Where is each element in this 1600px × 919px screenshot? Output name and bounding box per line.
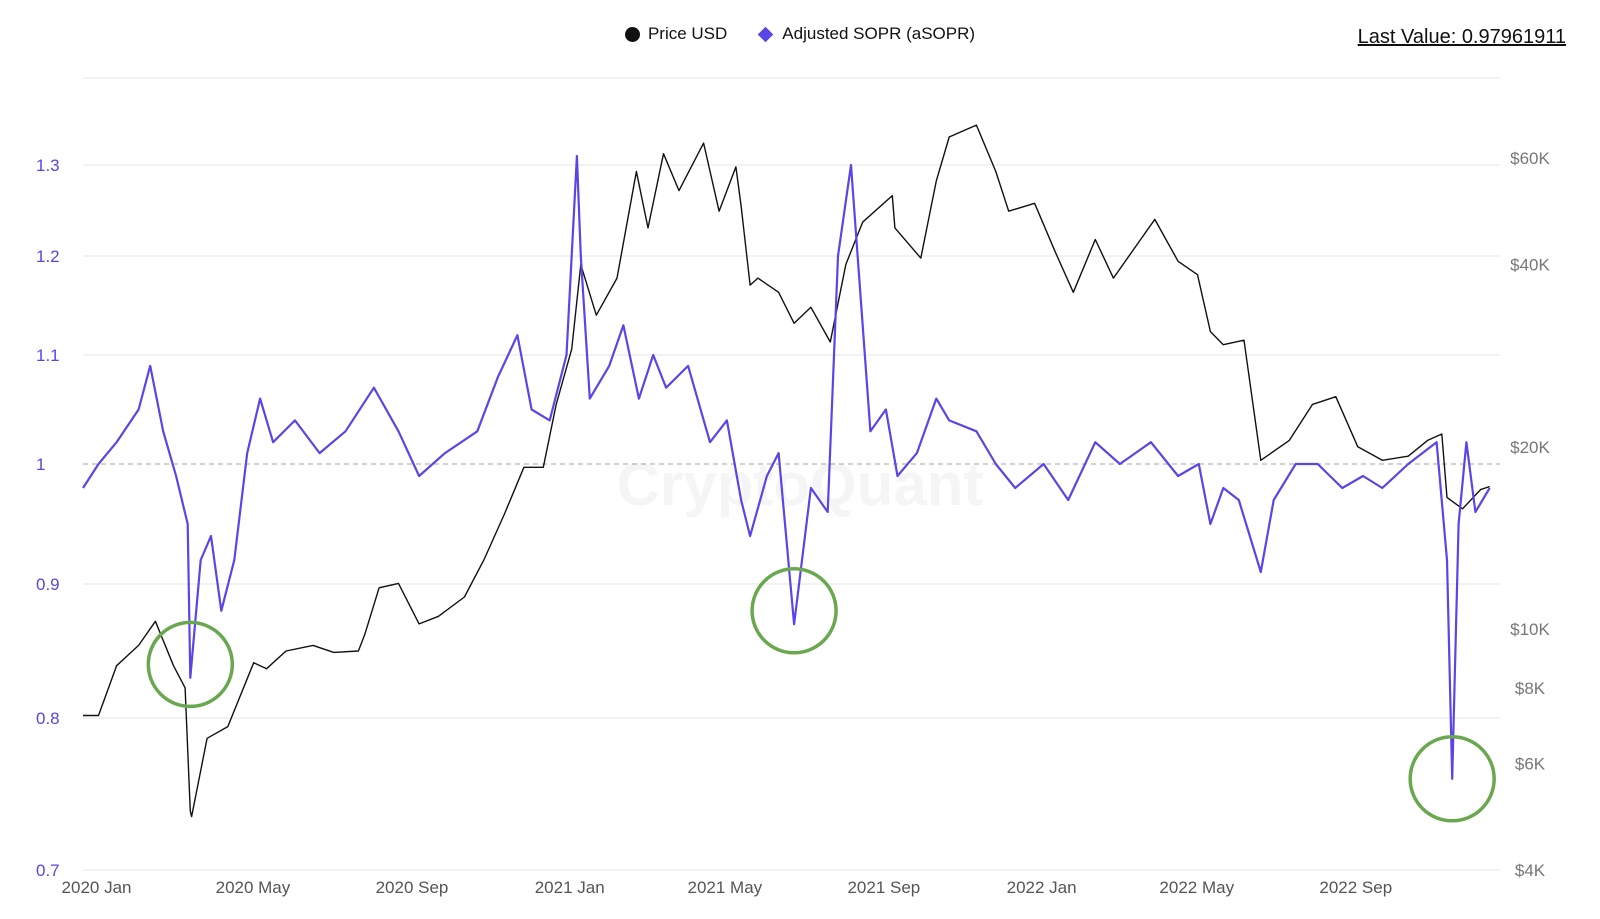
x-axis-tick-label: 2022 May bbox=[1159, 878, 1234, 897]
legend-item-sopr[interactable]: Adjusted SOPR (aSOPR) bbox=[757, 24, 975, 44]
right-axis: $4K $6K $8K $10K $20K $40K $60K bbox=[1510, 149, 1550, 880]
highlight-circle bbox=[1408, 735, 1496, 823]
left-axis-tick-label: 0.8 bbox=[36, 709, 60, 728]
x-axis-tick-label: 2020 May bbox=[216, 878, 291, 897]
legend-item-price[interactable]: Price USD bbox=[624, 24, 728, 44]
legend-price-label: Price USD bbox=[647, 24, 728, 43]
right-axis-tick-label: $6K bbox=[1515, 754, 1546, 773]
x-axis-tick-label: 2022 Jan bbox=[1007, 878, 1077, 897]
sopr-legend-marker-icon bbox=[758, 26, 774, 42]
left-axis-tick-label: 0.9 bbox=[36, 575, 60, 594]
last-value-readout[interactable]: Last Value: 0.97961911 bbox=[1357, 26, 1566, 48]
left-axis-tick-label: 1.3 bbox=[36, 156, 60, 175]
right-axis-tick-label: $60K bbox=[1510, 149, 1550, 168]
x-axis-tick-label: 2020 Sep bbox=[376, 878, 449, 897]
asopr-line bbox=[82, 154, 1491, 780]
highlight-circle bbox=[146, 620, 235, 709]
price-usd-line bbox=[83, 124, 1490, 818]
x-axis-tick-label: 2021 Sep bbox=[847, 878, 920, 897]
x-axis-tick-label: 2020 Jan bbox=[62, 878, 132, 897]
left-axis-tick-label: 1.2 bbox=[36, 247, 60, 266]
right-axis-tick-label: $20K bbox=[1510, 438, 1550, 457]
price-legend-marker-icon bbox=[624, 26, 640, 42]
left-axis-tick-label: 0.7 bbox=[36, 861, 60, 880]
highlight-circle bbox=[750, 567, 838, 655]
x-axis-tick-label: 2022 Sep bbox=[1319, 878, 1392, 897]
price-series-layer bbox=[83, 124, 1490, 818]
watermark: CryptoQuant bbox=[617, 451, 984, 518]
right-axis-tick-label: $4K bbox=[1515, 861, 1546, 880]
legend: Price USD Adjusted SOPR (aSOPR) bbox=[0, 24, 1600, 44]
annotation-layer bbox=[146, 567, 1496, 823]
legend-sopr-label: Adjusted SOPR (aSOPR) bbox=[782, 24, 976, 43]
right-axis-tick-label: $40K bbox=[1510, 256, 1550, 275]
grid-layer bbox=[83, 77, 1500, 871]
right-axis-tick-label: $8K bbox=[1515, 679, 1546, 698]
left-axis-tick-label: 1 bbox=[36, 455, 45, 474]
x-axis-tick-label: 2021 Jan bbox=[535, 878, 605, 897]
sopr-series-layer bbox=[82, 154, 1491, 780]
x-axis-tick-label: 2021 May bbox=[688, 878, 763, 897]
left-axis: 0.7 0.8 0.9 1 1.1 1.2 1.3 bbox=[36, 156, 60, 880]
right-axis-tick-label: $10K bbox=[1510, 620, 1550, 639]
left-axis-tick-label: 1.1 bbox=[36, 346, 60, 365]
x-axis: 2020 Jan 2020 May 2020 Sep 2021 Jan 2021 May… bbox=[62, 878, 1393, 897]
